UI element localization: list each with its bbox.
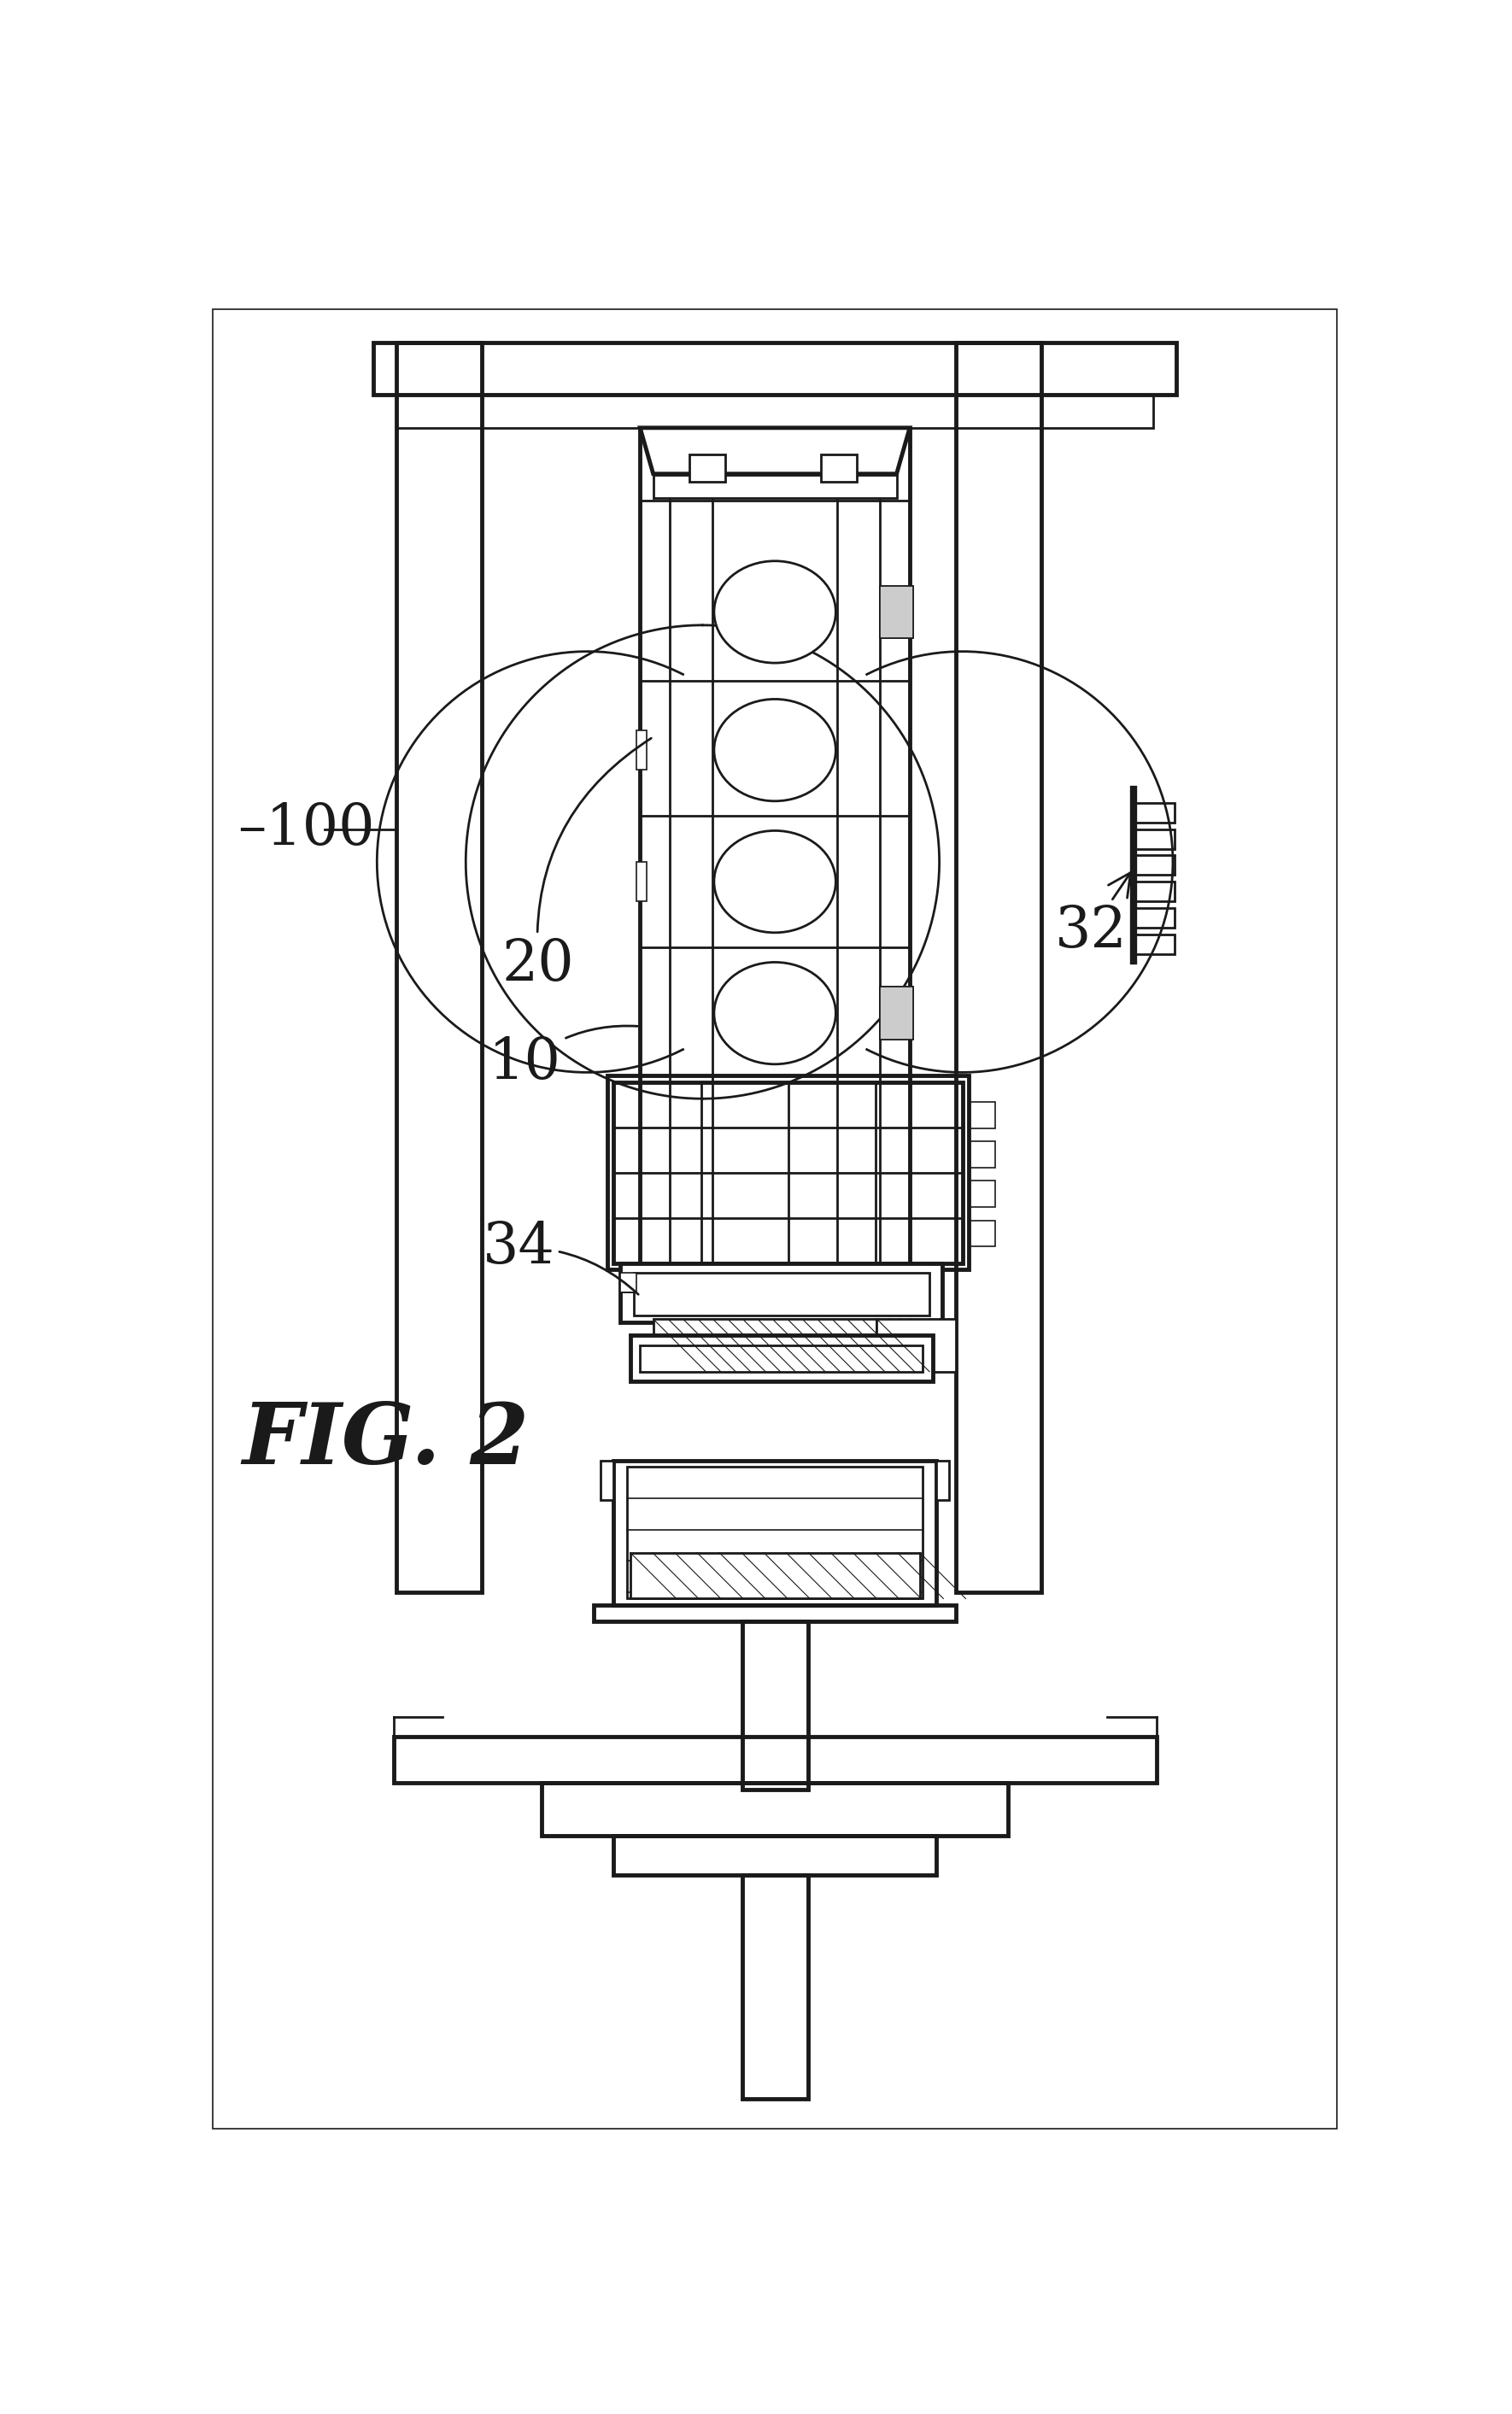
Bar xyxy=(969,1180,995,1207)
Bar xyxy=(541,1784,1009,1835)
Bar xyxy=(742,1876,807,2098)
Bar xyxy=(637,862,647,900)
Bar xyxy=(969,1221,995,1246)
Bar xyxy=(742,1622,807,1789)
Bar xyxy=(880,987,913,1040)
Bar xyxy=(614,1835,936,1876)
Bar xyxy=(600,1460,614,1499)
Bar xyxy=(620,1272,637,1294)
Bar xyxy=(614,1081,962,1263)
Bar xyxy=(637,731,647,770)
Text: 34: 34 xyxy=(482,1219,638,1294)
Bar xyxy=(396,343,482,1591)
Bar xyxy=(1134,828,1175,850)
Bar xyxy=(689,454,726,483)
Ellipse shape xyxy=(714,700,836,801)
Bar xyxy=(634,1272,930,1316)
Text: FIG. 2: FIG. 2 xyxy=(242,1400,529,1482)
Ellipse shape xyxy=(714,830,836,932)
Bar xyxy=(1134,881,1175,900)
Bar xyxy=(640,427,910,1263)
Text: –100: –100 xyxy=(237,801,375,857)
Bar xyxy=(620,1263,942,1323)
Bar xyxy=(880,587,913,637)
Bar xyxy=(956,343,1042,1591)
Polygon shape xyxy=(640,427,910,473)
Polygon shape xyxy=(880,987,913,1040)
Bar xyxy=(614,1460,936,1605)
Bar xyxy=(393,1736,1157,1784)
Bar xyxy=(396,396,1154,427)
Bar xyxy=(821,454,857,483)
Bar xyxy=(608,1077,969,1270)
Bar xyxy=(1134,908,1175,927)
Bar xyxy=(631,1552,919,1598)
Bar xyxy=(594,1605,956,1622)
Text: 32: 32 xyxy=(1054,871,1131,958)
Bar xyxy=(373,343,1176,396)
Polygon shape xyxy=(880,587,913,637)
Bar xyxy=(653,1318,877,1371)
Bar xyxy=(631,1335,933,1381)
Ellipse shape xyxy=(714,963,836,1065)
Bar xyxy=(969,1142,995,1168)
Bar xyxy=(1134,855,1175,874)
Bar xyxy=(877,1318,956,1371)
Bar xyxy=(653,476,897,497)
Bar xyxy=(969,1103,995,1127)
Text: 20: 20 xyxy=(502,739,652,992)
Bar xyxy=(627,1468,922,1598)
Ellipse shape xyxy=(714,560,836,664)
Bar xyxy=(640,1345,922,1371)
Text: 10: 10 xyxy=(488,1026,638,1091)
Bar xyxy=(1134,934,1175,954)
Bar xyxy=(1134,804,1175,823)
Bar xyxy=(936,1460,950,1499)
